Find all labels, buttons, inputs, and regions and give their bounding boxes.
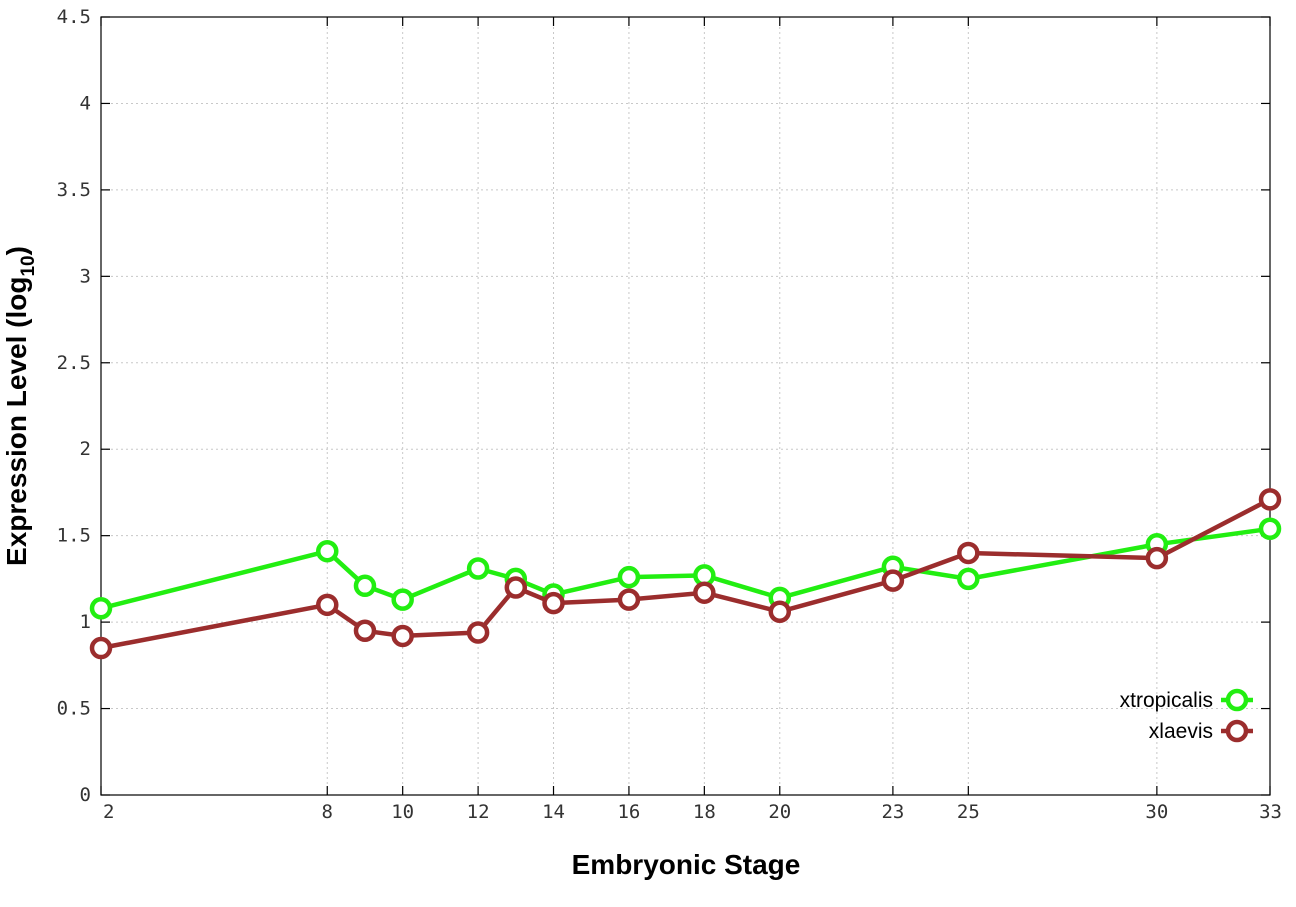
x-tick-label: 33 [1259, 801, 1282, 823]
series-xtropicalis [89, 517, 1282, 620]
data-point-xtropicalis [391, 588, 414, 611]
series-xlaevis [89, 488, 1282, 660]
data-point-xtropicalis [89, 597, 113, 620]
legend: xtropicalis xlaevis [1120, 688, 1253, 743]
data-point-xlaevis [504, 576, 528, 599]
x-tick-label: 10 [391, 801, 414, 823]
y-axis-title-main: Expression Level (log [1, 277, 32, 566]
data-point-xlaevis [693, 581, 716, 604]
data-point-xlaevis [391, 624, 414, 648]
data-point-xlaevis [881, 569, 905, 592]
data-point-xtropicalis [316, 539, 339, 563]
x-tick-label: 23 [881, 801, 904, 823]
series-group [89, 488, 1282, 660]
y-tick-label: 0.5 [57, 698, 91, 720]
plot-frame [100, 16, 1271, 796]
x-tick-label: 20 [768, 801, 791, 823]
data-point-xlaevis [617, 588, 641, 611]
data-point-xlaevis [89, 636, 113, 660]
y-axis-title-close: ) [1, 246, 32, 255]
y-tick-label: 1 [80, 611, 91, 633]
data-point-xlaevis [353, 619, 377, 643]
grid [101, 17, 1270, 795]
data-point-xtropicalis [353, 574, 377, 598]
data-point-xtropicalis [1258, 517, 1282, 541]
data-point-xlaevis [316, 593, 339, 617]
x-tick-label: 8 [322, 801, 333, 823]
data-point-xlaevis [1145, 546, 1169, 570]
tick-labels: 0 0.5 1 1.5 2 2.5 3 3.5 4 4.5 2 8 10 12 14 16 18 20 23 25 30… [57, 6, 1282, 823]
x-axis-title: Embryonic Stage [572, 849, 801, 880]
data-point-xtropicalis [617, 565, 641, 589]
y-axis-title: Expression Level (log10) [1, 246, 39, 566]
y-tick-label: 0 [80, 784, 91, 806]
x-tick-label: 25 [957, 801, 980, 823]
x-tick-label: 12 [467, 801, 490, 823]
data-point-xtropicalis [466, 557, 490, 580]
y-tick-label: 3 [80, 265, 91, 287]
y-tick-label: 2.5 [57, 352, 91, 374]
data-point-xlaevis [542, 591, 565, 615]
data-point-xlaevis [768, 600, 792, 623]
data-point-xlaevis [466, 621, 490, 644]
y-tick-label: 3.5 [57, 179, 91, 201]
legend-marker-xlaevis [1225, 719, 1249, 743]
x-tick-label: 30 [1145, 801, 1168, 823]
y-tick-label: 2 [80, 438, 91, 460]
x-tick-label: 14 [542, 801, 565, 823]
y-tick-label: 4 [80, 92, 91, 114]
legend-label-xlaevis: xlaevis [1149, 720, 1213, 743]
legend-marker-xtropicalis [1225, 688, 1249, 712]
x-tick-label: 16 [617, 801, 640, 823]
x-tick-label: 2 [103, 801, 114, 823]
y-axis-title-subscript: 10 [18, 255, 39, 276]
data-point-xtropicalis [957, 567, 980, 591]
y-tick-label: 1.5 [57, 525, 91, 547]
y-tick-label: 4.5 [57, 6, 91, 28]
legend-label-xtropicalis: xtropicalis [1120, 689, 1213, 712]
data-point-xlaevis [1258, 488, 1282, 511]
data-point-xlaevis [957, 541, 980, 565]
axis-ticks [100, 16, 1271, 796]
x-tick-label: 18 [693, 801, 716, 823]
